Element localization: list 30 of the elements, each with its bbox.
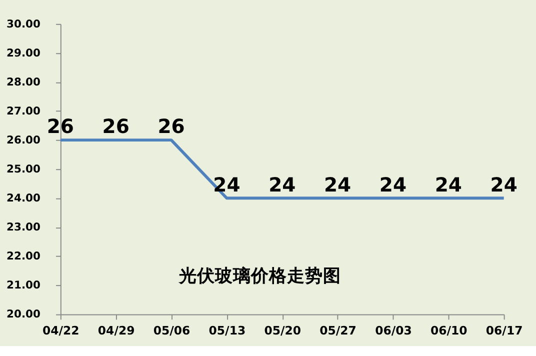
y-tick-label: 29.00 — [6, 46, 40, 60]
y-tick-label: 24.00 — [6, 192, 40, 205]
data-label: 26 — [158, 115, 185, 138]
x-tick-label: 05/20 — [264, 323, 302, 338]
y-tick-label: 28.00 — [6, 75, 40, 88]
y-tick-label: 21.00 — [6, 278, 40, 292]
x-tick-label: 04/22 — [42, 323, 80, 338]
data-label: 24 — [268, 173, 296, 196]
y-tick-label: 22.00 — [6, 250, 40, 263]
data-label: 24 — [379, 173, 407, 196]
data-label: 26 — [46, 115, 74, 138]
x-tick-label: 06/10 — [430, 323, 468, 338]
y-tick-label: 27.00 — [6, 104, 40, 118]
x-tick-label: 06/17 — [486, 323, 523, 338]
y-tick-label: 23.00 — [6, 220, 40, 234]
x-tick-label: 05/13 — [208, 323, 246, 338]
data-label: 24 — [490, 173, 518, 196]
y-tick-label: 25.00 — [6, 162, 40, 176]
data-label: 26 — [102, 115, 130, 138]
x-tick-label: 04/29 — [98, 323, 135, 338]
y-tick-label: 20.00 — [6, 308, 40, 321]
x-tick-label: 06/03 — [375, 323, 412, 338]
x-tick-label: 05/27 — [320, 323, 356, 338]
x-tick-label: 05/06 — [153, 323, 190, 338]
y-tick-label: 30.00 — [6, 17, 40, 30]
data-label: 24 — [213, 173, 240, 196]
data-label: 24 — [324, 173, 352, 196]
text: 光伏玻璃价格走势图 — [178, 265, 341, 286]
y-tick-label: 26.00 — [6, 133, 40, 146]
data-label: 24 — [434, 173, 462, 196]
